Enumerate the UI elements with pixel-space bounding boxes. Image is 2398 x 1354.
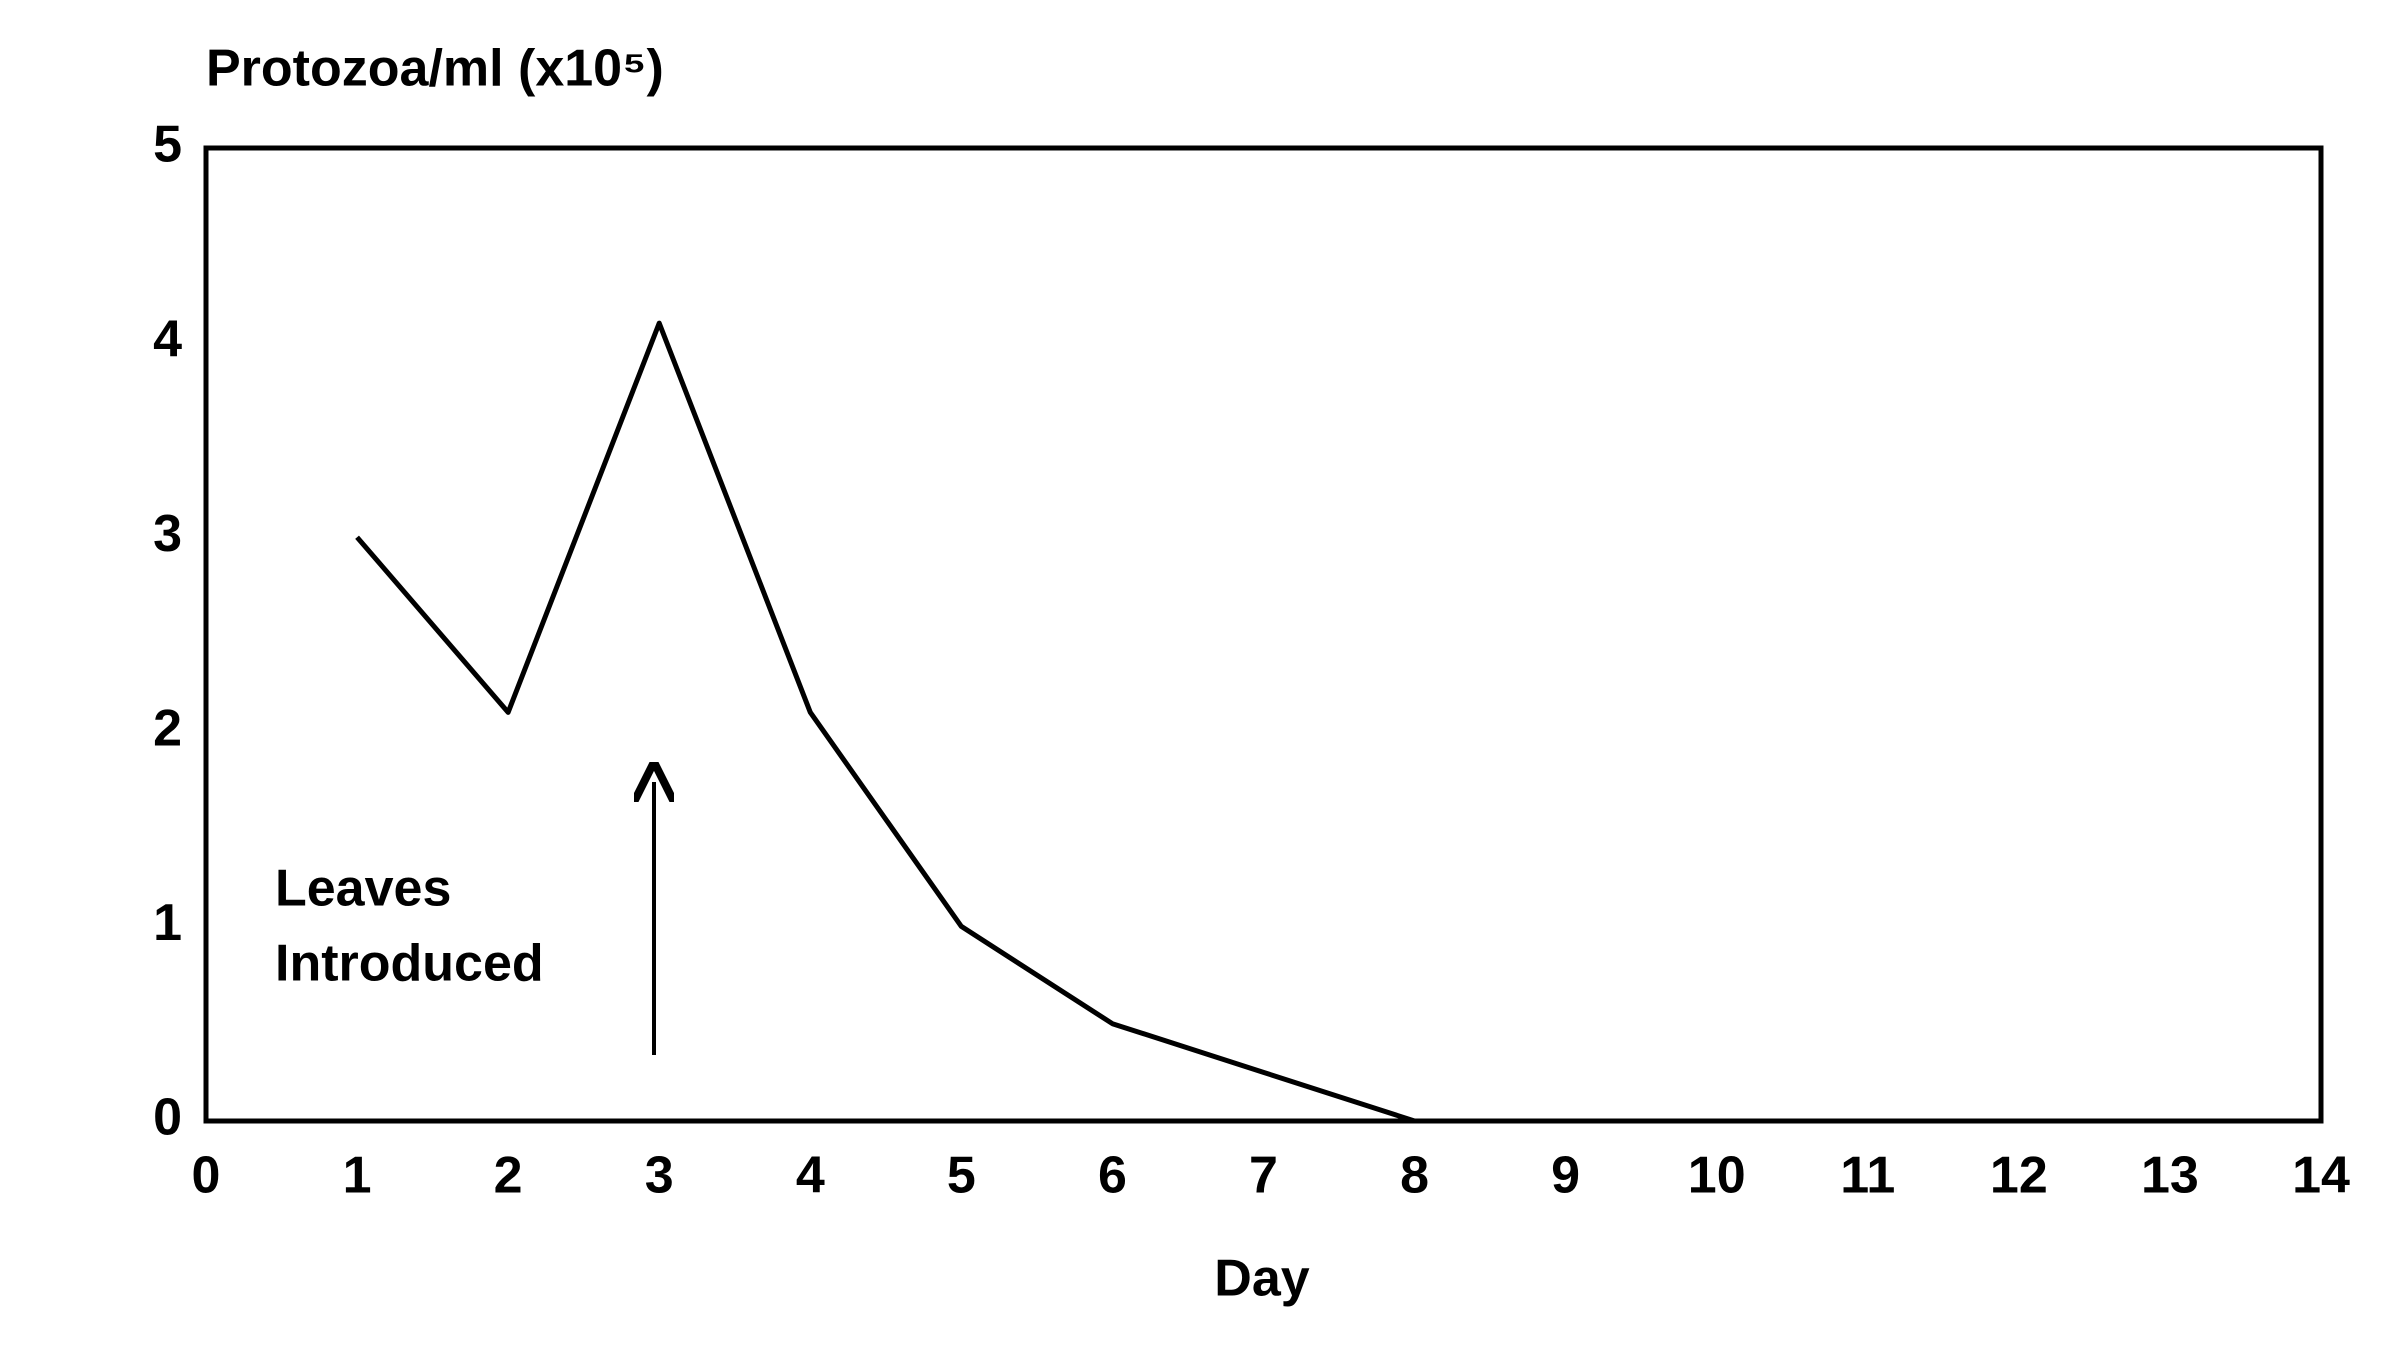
- y-tick-label: 4: [153, 310, 182, 368]
- x-tick-label: 13: [2141, 1147, 2199, 1205]
- x-tick-label: 5: [947, 1147, 976, 1205]
- y-tick-label: 5: [153, 116, 182, 174]
- annotation: Leaves: [275, 860, 451, 918]
- y-tick-label: 3: [153, 505, 182, 563]
- x-tick-label: 8: [1400, 1147, 1429, 1205]
- data-line: [355, 320, 1416, 1124]
- x-tick-label: 1: [343, 1147, 372, 1205]
- x-tick-label: 3: [645, 1147, 674, 1205]
- x-tick-label: 11: [1840, 1147, 1895, 1205]
- annotation: Introduced: [275, 935, 544, 993]
- x-tick-label: 10: [1688, 1147, 1746, 1205]
- plot-frame: [203, 145, 2324, 1124]
- x-tick-label: 14: [2292, 1147, 2350, 1205]
- x-tick-label: 9: [1551, 1147, 1580, 1205]
- x-tick-label: 2: [494, 1147, 523, 1205]
- x-tick-label: 7: [1249, 1147, 1278, 1205]
- x-tick-label: 6: [1098, 1147, 1127, 1205]
- y-axis-label: Protozoa/ml (x10⁵): [206, 40, 664, 98]
- x-tick-label: 4: [796, 1147, 825, 1205]
- x-tick-label: 12: [1990, 1147, 2048, 1205]
- y-tick-label: 1: [153, 894, 182, 952]
- y-tick-label: 0: [153, 1089, 182, 1147]
- x-axis-label: Day: [1214, 1250, 1309, 1308]
- y-tick-label: 2: [153, 700, 182, 758]
- x-tick-label: 0: [192, 1147, 221, 1205]
